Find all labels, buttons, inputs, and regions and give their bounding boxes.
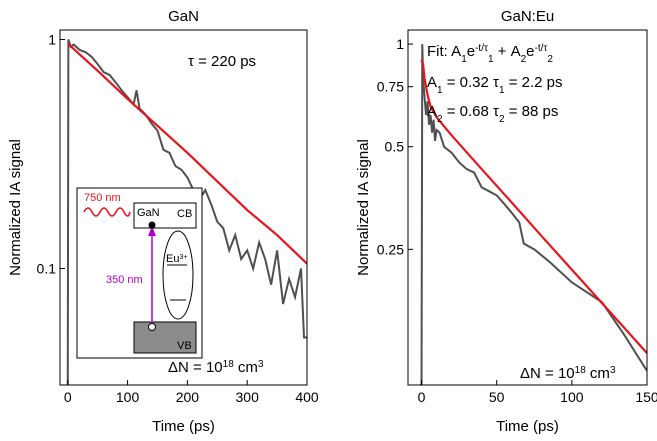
inset-label: CB	[177, 208, 192, 220]
annotation-run: A	[427, 74, 437, 91]
arrow-head	[148, 226, 156, 236]
annotation: ΔN = 1018 cm3	[168, 359, 264, 377]
data-line	[67, 42, 307, 265]
annotation-run: 2	[437, 114, 443, 125]
eu-levels	[162, 230, 194, 320]
annotation: ΔN = 1018 cm3	[520, 365, 616, 383]
chart-title: GaN:Eu	[501, 8, 554, 25]
annotation-run: τ = 220 ps	[188, 53, 256, 70]
valence-band	[133, 321, 197, 354]
annotation: A1 = 0.32 τ1 = 2.2 ps	[427, 74, 563, 96]
x-tick-label: 100	[116, 389, 140, 405]
inset-label: Eu	[166, 253, 179, 265]
annotation-run: 2	[521, 54, 527, 65]
photon-wave	[83, 207, 131, 217]
annotation-run: cm	[234, 359, 258, 376]
x-tick-label: 0	[64, 389, 72, 405]
annotation: τ = 220 ps	[188, 53, 256, 70]
annotation-run: 2	[499, 114, 505, 125]
x-tick-label: 300	[236, 389, 260, 405]
annotation-run: -t/τ	[535, 43, 548, 54]
x-axis-label: Time (ps)	[496, 418, 559, 435]
x-tick-label: 0	[418, 389, 426, 405]
inset-label: VB	[177, 340, 192, 352]
annotation-run: cm	[586, 365, 610, 382]
data-line	[66, 39, 307, 385]
x-tick-label: 400	[295, 389, 319, 405]
x-tick-label: 150	[635, 389, 657, 405]
electron	[148, 221, 156, 229]
inset: 750 nm GaN CB 350 nm Eu3+ VB	[76, 187, 203, 359]
annotation-run: = 88 ps	[505, 103, 559, 120]
annotation-run: ΔN = 10	[520, 365, 575, 382]
annotation: A2 = 0.68 τ2 = 88 ps	[427, 103, 558, 125]
plot-frame	[59, 29, 308, 386]
annotation-run: ΔN = 10	[168, 359, 223, 376]
annotation-run: e	[526, 43, 534, 60]
data-line	[420, 44, 647, 385]
annotation: Fit: A1e-t/τ1 + A2e-t/τ2	[427, 43, 553, 65]
x-tick-label: 100	[560, 389, 584, 405]
annotation-run: 18	[575, 365, 587, 376]
annotation-run: 2	[547, 54, 553, 65]
inset-label: 750 nm	[84, 192, 121, 204]
chart-title: GaN	[168, 8, 199, 25]
y-tick-label: 0.1	[37, 261, 57, 277]
y-tick-label: 0.75	[377, 79, 404, 95]
annotation-run: A	[427, 103, 437, 120]
annotation-run: 1	[461, 54, 467, 65]
annotation-run: + A	[494, 43, 521, 60]
annotation-run: e	[467, 43, 475, 60]
plot-frame	[407, 29, 648, 386]
x-axis-label: Time (ps)	[152, 418, 215, 435]
inset-label: Eu3+	[166, 253, 187, 265]
annotation-run: 1	[488, 54, 494, 65]
inset-label: 3+	[179, 254, 187, 261]
y-axis-label: Normalized IA signal	[7, 139, 24, 276]
inset-label: GaN	[137, 207, 160, 219]
annotation-run: 3	[258, 359, 264, 370]
conduction-band	[133, 202, 197, 229]
y-axis-label: Normalized IA signal	[355, 139, 372, 276]
annotation-run: -t/τ	[475, 43, 488, 54]
annotation-run: 3	[610, 365, 616, 376]
x-tick-label: 50	[489, 389, 505, 405]
inset-label: 350 nm	[106, 274, 143, 286]
annotation-run: 18	[223, 359, 235, 370]
data-line	[420, 59, 647, 354]
y-tick-label: 1	[48, 31, 56, 47]
annotation-run: 1	[499, 85, 505, 96]
annotation-run: = 2.2 ps	[505, 74, 563, 91]
annotation-run: = 0.68 τ	[443, 103, 499, 120]
y-tick-label: 0.25	[377, 241, 404, 257]
y-tick-label: 0.5	[385, 139, 405, 155]
annotation-run: Fit: A	[427, 43, 461, 60]
hole	[148, 323, 156, 331]
y-tick-label: 1	[396, 36, 404, 52]
x-tick-label: 200	[176, 389, 200, 405]
annotation-run: = 0.32 τ	[443, 74, 499, 91]
annotation-run: 1	[437, 85, 443, 96]
